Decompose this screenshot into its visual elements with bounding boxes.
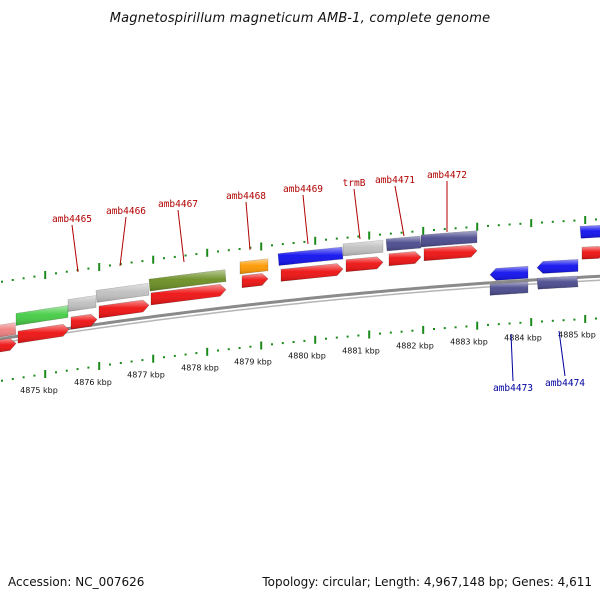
- gene-leader-line: [558, 330, 566, 377]
- map-title: Magnetospirillum magneticum AMB-1, compl…: [110, 11, 491, 26]
- cds-arrow-reverse-shine: [537, 259, 578, 274]
- gene-feature-band-shine: [580, 225, 600, 239]
- cds-arrow-shine: [346, 256, 383, 272]
- gene-leader-line: [177, 209, 185, 263]
- gene-bands: [0, 224, 600, 338]
- cds-arrow-shine: [151, 284, 226, 305]
- kbp-label: 4875 kbp: [20, 386, 58, 395]
- gene-leader-line: [394, 185, 405, 237]
- gene-label: amb4473: [493, 383, 533, 394]
- kbp-label: 4883 kbp: [450, 337, 488, 346]
- gene-label: amb4472: [427, 170, 467, 181]
- kbp-label: 4882 kbp: [396, 342, 434, 351]
- gene-feature-band-shine: [16, 305, 68, 326]
- gene-label: amb4474: [545, 378, 585, 389]
- gene-feature-band-shine: [68, 295, 96, 312]
- cds-arrow-shine: [424, 245, 477, 261]
- gene-leader-line: [245, 201, 251, 251]
- gene-feature-band-shine: [0, 322, 16, 337]
- accession-text: Accession: NC_007626: [8, 575, 144, 589]
- kbp-label: 4885 kbp: [558, 331, 596, 340]
- kbp-label: 4876 kbp: [74, 378, 112, 387]
- cds-arrow-shine: [389, 251, 421, 266]
- gene-label: amb4468: [226, 191, 266, 202]
- forward-strand-cds: [0, 244, 600, 353]
- cds-arrow-shine: [582, 246, 600, 260]
- gene-feature-band-shine: [149, 269, 226, 292]
- gene-feature-band-shine: [421, 230, 477, 247]
- gene-feature-band-shine: [386, 236, 421, 251]
- gene-label: amb4471: [375, 175, 415, 186]
- gene-feature-band-shine: [490, 281, 528, 296]
- gene-label: trmB: [343, 178, 366, 189]
- gene-feature-band-shine: [96, 283, 149, 303]
- gene-feature-band-shine: [537, 276, 578, 290]
- cds-arrow-shine: [0, 338, 16, 353]
- kbp-label: 4880 kbp: [288, 352, 326, 361]
- gene-label: amb4465: [52, 214, 92, 225]
- kbp-scale-labels: 4875 kbp 4876 kbp 4877 kbp 4878 kbp 4879 kbp…: [20, 331, 596, 395]
- gene-feature-band-shine: [278, 247, 343, 266]
- inner-tick-track: [1, 315, 597, 382]
- cds-arrow-reverse-shine: [490, 266, 528, 281]
- cds-arrow-shine: [71, 314, 97, 330]
- genome-summary-text: Topology: circular; Length: 4,967,148 bp…: [261, 575, 592, 589]
- gene-label: amb4466: [106, 206, 146, 217]
- kbp-label: 4878 kbp: [181, 364, 219, 373]
- reverse-gene-labels: amb4473 amb4474: [493, 330, 585, 394]
- gene-feature-band-shine: [240, 258, 268, 274]
- gene-leader-line: [71, 224, 79, 273]
- cds-arrow-shine: [18, 324, 69, 344]
- kbp-label: 4884 kbp: [504, 334, 542, 343]
- forward-gene-labels: amb4465 amb4466 amb4467 amb4468 amb4469 trmB a…: [52, 170, 467, 273]
- gene-leader-line: [302, 194, 309, 245]
- kbp-label: 4877 kbp: [127, 371, 165, 380]
- cds-arrow-shine: [242, 273, 268, 288]
- gene-label: amb4469: [283, 184, 323, 195]
- gene-label: amb4467: [158, 199, 198, 210]
- cds-arrow-shine: [281, 263, 343, 282]
- cds-arrow-shine: [99, 300, 149, 319]
- gene-leader-line: [353, 188, 361, 240]
- kbp-label: 4881 kbp: [342, 346, 380, 355]
- backbone-line-outer: [0, 274, 600, 341]
- gene-leader-line: [119, 216, 127, 267]
- reverse-strand-cds: [489, 259, 579, 281]
- gene-feature-band-shine: [343, 240, 383, 256]
- gene-leader-line: [510, 333, 514, 382]
- kbp-label: 4879 kbp: [234, 357, 272, 366]
